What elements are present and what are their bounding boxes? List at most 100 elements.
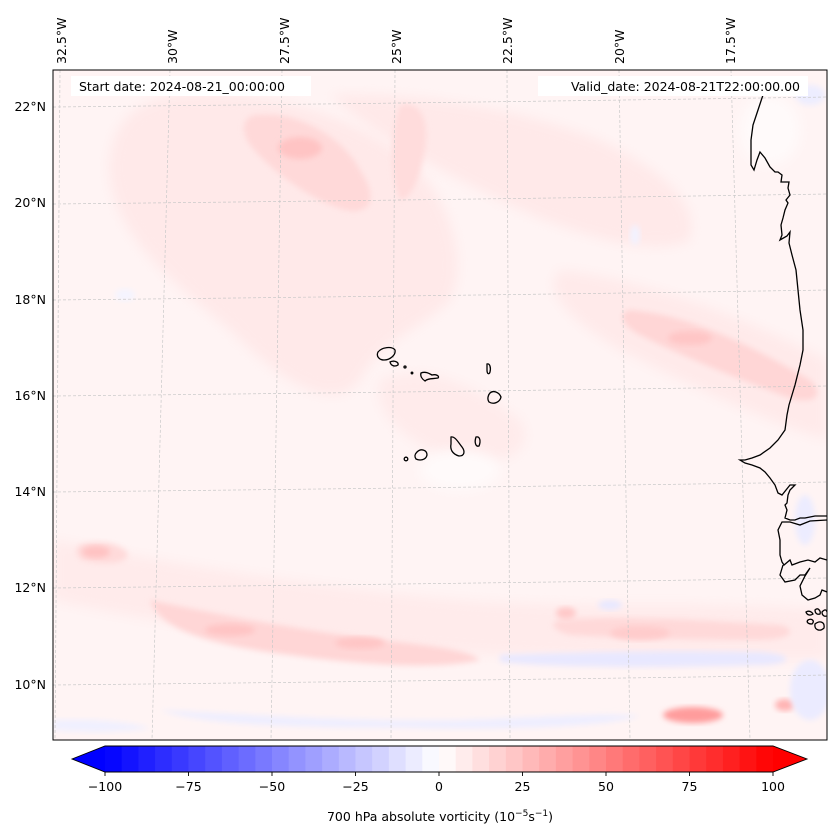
vorticity-contour-medium — [392, 104, 427, 200]
colorbar-segment — [138, 746, 156, 772]
coastline — [737, 94, 827, 631]
gridline-lon — [270, 70, 283, 740]
island-santo-antao — [376, 346, 396, 361]
colorbar-tick-label: −75 — [175, 779, 201, 794]
negative-vorticity-band — [160, 710, 640, 729]
negative-vorticity-band — [630, 225, 640, 245]
colorbar-segment — [338, 746, 357, 772]
lat-label: 16°N — [14, 388, 46, 403]
lon-label: 17.5°W — [723, 18, 738, 64]
island-islet — [410, 371, 414, 375]
islands — [376, 346, 502, 462]
vorticity-contour-medium — [150, 600, 480, 666]
colorbar-segment — [422, 746, 440, 772]
negative-vorticity-band — [53, 719, 150, 732]
lat-label: 18°N — [14, 292, 46, 307]
island-fogo — [414, 449, 428, 461]
negative-vorticity-band — [790, 660, 827, 720]
colorbar-tick-label: −100 — [88, 779, 122, 794]
vorticity-contour-broad — [378, 373, 526, 463]
vorticity-contour-medium — [243, 114, 371, 211]
colorbar-segment — [372, 746, 390, 772]
gridline-lon — [390, 70, 396, 740]
colorbar-segment — [288, 746, 306, 772]
vorticity-core — [663, 707, 723, 723]
start-date-annotation: Start date: 2024-08-21_00:00:00 — [71, 76, 311, 96]
colorbar-tick-label: 0 — [435, 779, 443, 794]
gridline-lat — [53, 385, 827, 397]
colorbar-segment — [706, 746, 724, 772]
vorticity-contour-broad — [109, 94, 458, 395]
gridline-lon — [54, 70, 61, 740]
colorbar-segment — [472, 746, 490, 772]
colorbar-segment — [622, 746, 640, 772]
colorbar-tick-label: 50 — [598, 779, 614, 794]
colorbar-segment — [405, 746, 423, 772]
vorticity-core — [205, 624, 255, 636]
gridline-lat — [53, 96, 827, 108]
lon-label: 30°W — [165, 29, 180, 64]
colorbar-segment — [388, 746, 407, 772]
island-sao-vicente — [389, 360, 399, 367]
colorbar-segment — [105, 746, 123, 772]
vorticity-core — [335, 637, 385, 649]
map-border — [52, 69, 828, 741]
colorbar-segment — [155, 746, 173, 772]
vorticity-core — [82, 546, 110, 558]
colorbar-tick-label: 75 — [682, 779, 698, 794]
colorbar-segment — [656, 746, 674, 772]
lon-label: 27.5°W — [277, 18, 292, 64]
vorticity-core — [775, 699, 795, 711]
valid-date-box — [538, 76, 808, 96]
colorbar-tick-label: −25 — [342, 779, 368, 794]
colorbar-segment — [689, 746, 707, 772]
lat-label: 14°N — [14, 484, 46, 499]
valid-date-annotation: Valid_date: 2024-08-21T22:00:00.00 — [538, 76, 808, 96]
gridline-lat — [53, 193, 827, 205]
neutral-area — [740, 95, 800, 165]
vorticity-core — [556, 607, 576, 619]
gridline-lon — [151, 70, 171, 740]
vorticity-core — [278, 137, 322, 159]
colorbar-segment — [272, 746, 290, 772]
negative-vorticity-band — [500, 651, 787, 667]
island-maio — [474, 436, 481, 447]
island-brava — [403, 456, 409, 462]
colorbar-segment — [639, 746, 657, 772]
start-date-box — [71, 76, 311, 96]
colorbar-segment — [756, 746, 774, 772]
colorbar-segment — [739, 746, 757, 772]
lon-label: 32.5°W — [54, 18, 69, 64]
vorticity-core — [610, 626, 670, 640]
negative-vorticity-band — [795, 495, 815, 545]
gridline-lat — [53, 289, 827, 301]
colorbar-extend-high — [773, 746, 807, 772]
colorbar-segment — [589, 746, 607, 772]
colorbar-ticks: −100 −75 −50 −25 0 25 50 75 100 — [88, 772, 785, 794]
island-boa-vista — [487, 390, 502, 404]
vorticity-core — [668, 331, 712, 345]
valid-date-label: Valid_date: 2024-08-21T22:00:00.00 — [571, 79, 800, 94]
colorbar-segment — [522, 746, 540, 772]
gridline-lat — [53, 577, 827, 589]
colorbar: −100 −75 −50 −25 0 25 50 75 100 700 hPa absolute… — [70, 745, 809, 824]
colorbar-label: 700 hPa absolute vorticity (10−5s−1) — [327, 809, 553, 824]
colorbar-segment — [305, 746, 323, 772]
gridline-lon — [730, 70, 751, 740]
island-santiago — [450, 436, 465, 457]
colorbar-segment — [171, 746, 190, 772]
colorbar-extend-low — [72, 746, 105, 772]
negative-vorticity-band — [115, 289, 135, 301]
island-santa-luzia — [403, 365, 407, 369]
gridline-lat — [53, 481, 827, 493]
lat-label: 22°N — [14, 99, 46, 114]
longitude-labels: 32.5°W 30°W 27.5°W 25°W 22.5°W 20°W 17.5… — [54, 18, 738, 64]
gridline-lon — [618, 70, 631, 740]
colorbar-segment — [572, 746, 590, 772]
colorbar-segment — [606, 746, 624, 772]
lat-label: 10°N — [14, 677, 46, 692]
lon-label: 22.5°W — [500, 18, 515, 64]
colorbar-tick-label: 25 — [515, 779, 531, 794]
vorticity-field — [53, 85, 827, 732]
